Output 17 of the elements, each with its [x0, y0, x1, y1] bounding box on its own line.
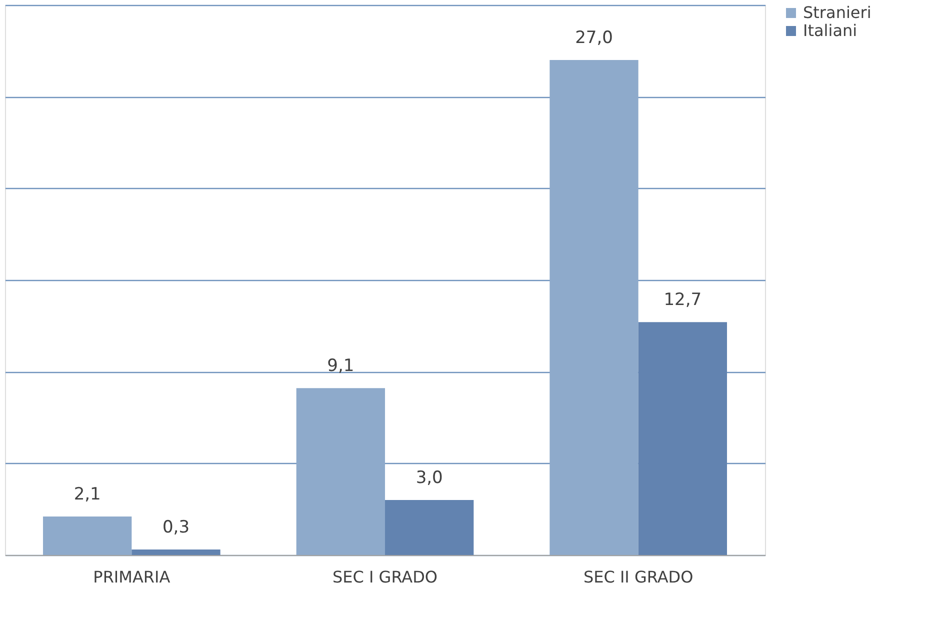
bar	[638, 322, 727, 555]
bar	[550, 60, 638, 555]
bar	[132, 550, 220, 555]
legend-label: Italiani	[803, 21, 858, 40]
data-label: 27,0	[575, 28, 613, 48]
x-tick-label: SEC I GRADO	[332, 568, 438, 586]
bar	[43, 516, 132, 555]
x-tick-label: SEC II GRADO	[583, 568, 694, 586]
x-tick-label: PRIMARIA	[93, 568, 170, 586]
data-label: 9,1	[327, 356, 354, 376]
bar	[385, 500, 474, 555]
data-label: 12,7	[664, 290, 702, 310]
legend-label: Stranieri	[803, 3, 872, 22]
data-label: 2,1	[74, 484, 101, 504]
data-label: 3,0	[416, 468, 443, 488]
data-label: 0,3	[162, 518, 190, 538]
bar	[296, 388, 385, 555]
